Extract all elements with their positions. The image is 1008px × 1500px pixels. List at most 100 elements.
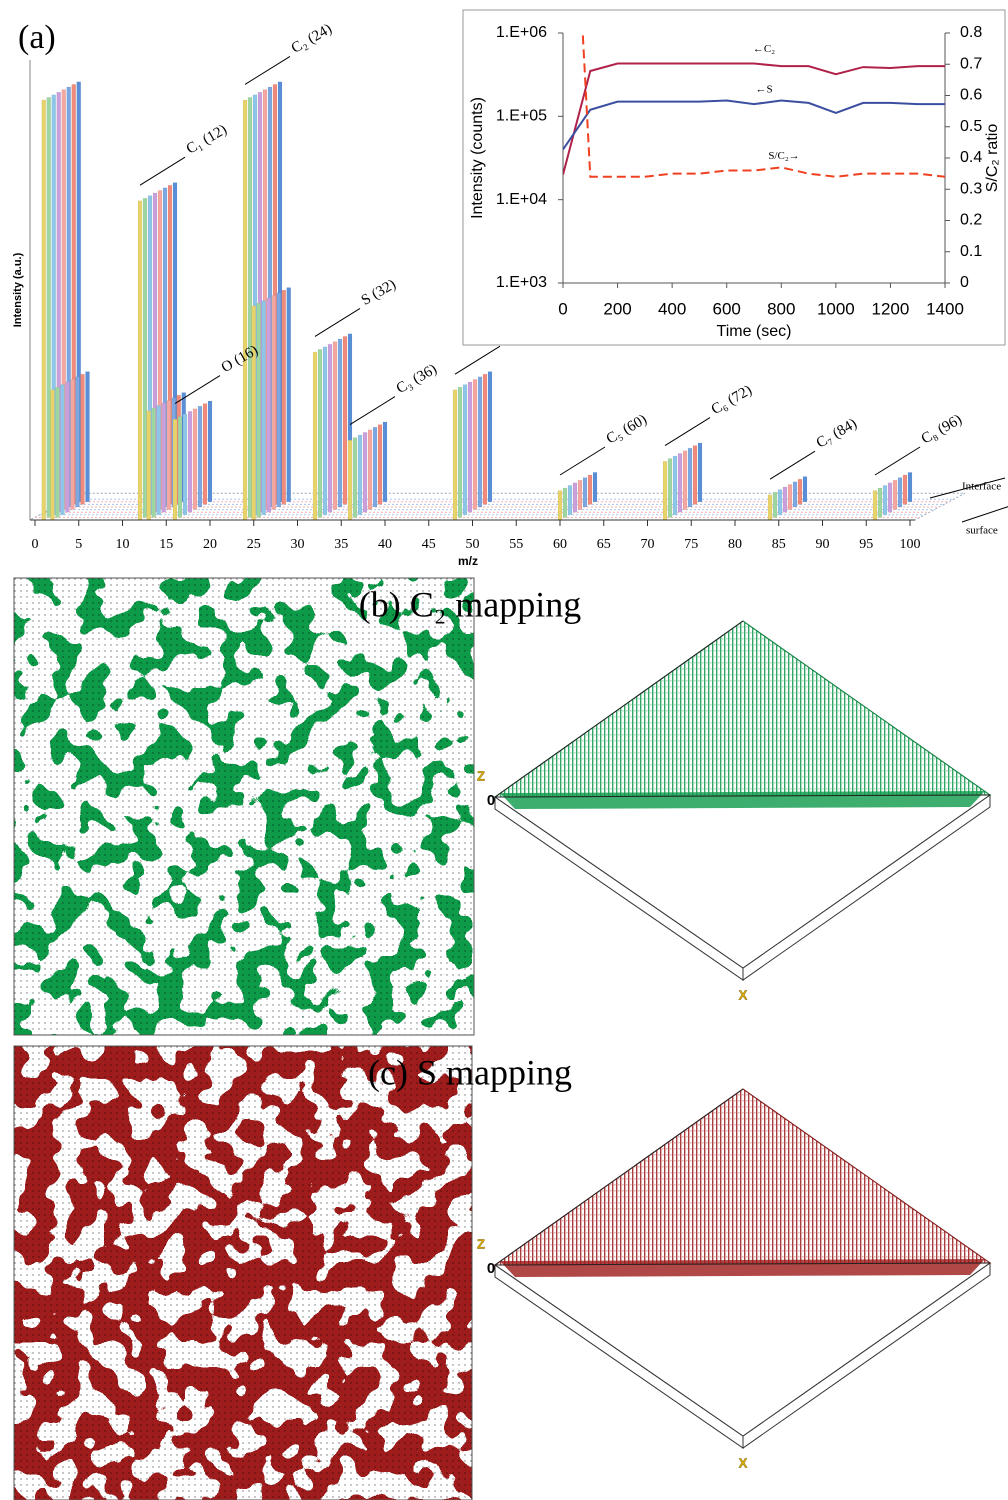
bar bbox=[86, 372, 90, 502]
depth-label: Interface bbox=[962, 481, 1001, 493]
series-label: ←C₂ bbox=[753, 43, 775, 55]
x-tick-label: 95 bbox=[859, 537, 873, 552]
x-tick-label: 55 bbox=[509, 537, 523, 552]
bar bbox=[478, 377, 482, 507]
x-axis-label: Time (sec) bbox=[717, 323, 792, 340]
annotation-leader bbox=[245, 56, 290, 84]
bar bbox=[668, 459, 672, 518]
x-tick-label: 1400 bbox=[926, 299, 964, 318]
bar bbox=[583, 478, 587, 507]
bar bbox=[282, 290, 286, 504]
x-axis-label: m/z bbox=[458, 554, 478, 568]
bar bbox=[178, 417, 182, 518]
panel-title: (b) C₂ mapping bbox=[359, 584, 582, 624]
bar bbox=[368, 430, 372, 510]
bar bbox=[468, 382, 472, 512]
bar bbox=[568, 485, 572, 514]
bar bbox=[358, 435, 362, 515]
x-tick-label: 30 bbox=[291, 537, 305, 552]
bar bbox=[578, 480, 582, 509]
x-tick-label: 600 bbox=[713, 299, 741, 318]
bar bbox=[313, 352, 317, 520]
x-tick-label: 35 bbox=[334, 537, 348, 552]
x-tick-label: 50 bbox=[466, 537, 480, 552]
bar bbox=[162, 403, 166, 512]
maps: Z0X(b) C₂ mappingZ0X(c) S mapping bbox=[14, 578, 990, 1500]
bar bbox=[383, 422, 387, 502]
y-tick-label: 1.E+05 bbox=[496, 108, 547, 125]
bar bbox=[71, 379, 75, 509]
bar bbox=[147, 411, 151, 520]
x-tick-label: 10 bbox=[116, 537, 130, 552]
bar bbox=[778, 490, 782, 515]
bar bbox=[42, 100, 46, 520]
bar bbox=[458, 387, 462, 517]
x-tick-label: 15 bbox=[159, 537, 173, 552]
x-tick-label: 0 bbox=[558, 299, 567, 318]
x-tick-label: 800 bbox=[767, 299, 795, 318]
edge-band bbox=[500, 1259, 985, 1277]
bar bbox=[208, 401, 212, 502]
bar bbox=[588, 475, 592, 504]
bar bbox=[453, 390, 457, 520]
bar bbox=[348, 440, 352, 520]
annotation-leader bbox=[140, 157, 185, 185]
pyramid bbox=[495, 621, 990, 797]
bar bbox=[573, 483, 577, 512]
bar bbox=[698, 443, 702, 502]
axis-letter: X bbox=[739, 1455, 748, 1470]
bar bbox=[673, 456, 677, 515]
bar bbox=[693, 446, 697, 505]
y2-tick-label: 0.6 bbox=[960, 87, 982, 104]
figure: (a) 051015202530354045505560657075808590… bbox=[0, 0, 1008, 1500]
bar bbox=[167, 400, 171, 509]
bar bbox=[463, 385, 467, 515]
y-axis-label: Intensity (counts) bbox=[469, 97, 486, 219]
y2-axis-label: S/C₂ ratio bbox=[984, 124, 1001, 193]
bar bbox=[558, 491, 562, 520]
annotation-leader bbox=[875, 447, 920, 475]
y2-tick-label: 0 bbox=[960, 274, 969, 291]
x-tick-label: 1000 bbox=[817, 299, 855, 318]
bar bbox=[248, 97, 252, 517]
annotation-leader bbox=[315, 308, 360, 336]
bar bbox=[873, 491, 877, 520]
edge-band bbox=[500, 791, 985, 809]
bar bbox=[473, 379, 477, 509]
bar bbox=[287, 288, 291, 502]
bar bbox=[262, 301, 266, 515]
peak-label: C₅ (60) bbox=[604, 412, 650, 448]
annotation-leader bbox=[175, 376, 220, 404]
bar bbox=[363, 432, 367, 512]
bar bbox=[277, 293, 281, 507]
pyramid bbox=[495, 1089, 990, 1265]
y2-tick-label: 0.3 bbox=[960, 180, 982, 197]
bar bbox=[267, 298, 271, 512]
bar bbox=[663, 461, 667, 520]
depth-arrow bbox=[962, 506, 1008, 522]
map-dots bbox=[14, 578, 474, 1035]
bar bbox=[81, 374, 85, 504]
y2-tick-label: 0.1 bbox=[960, 243, 982, 260]
bar bbox=[323, 347, 327, 515]
bar bbox=[243, 100, 247, 520]
figure-label: (a) bbox=[18, 19, 56, 56]
axis-letter: 0 bbox=[487, 792, 495, 809]
series-label: S/C₂→ bbox=[768, 150, 799, 162]
bar bbox=[888, 483, 892, 512]
bar bbox=[333, 342, 337, 510]
bar bbox=[783, 487, 787, 512]
x-tick-label: 65 bbox=[597, 537, 611, 552]
peak-label: C₂ (24) bbox=[289, 21, 335, 57]
y-tick-label: 1.E+04 bbox=[496, 191, 547, 208]
bar bbox=[593, 472, 597, 501]
y2-tick-label: 0.4 bbox=[960, 149, 982, 166]
peak-label: C₃ (36) bbox=[394, 361, 440, 397]
x-tick-label: 100 bbox=[900, 537, 921, 552]
bar bbox=[318, 349, 322, 517]
annotation-leader bbox=[560, 447, 605, 475]
bar bbox=[328, 344, 332, 512]
y2-tick-label: 0.7 bbox=[960, 55, 982, 72]
x-tick-label: 0 bbox=[32, 537, 39, 552]
bar bbox=[768, 495, 772, 520]
